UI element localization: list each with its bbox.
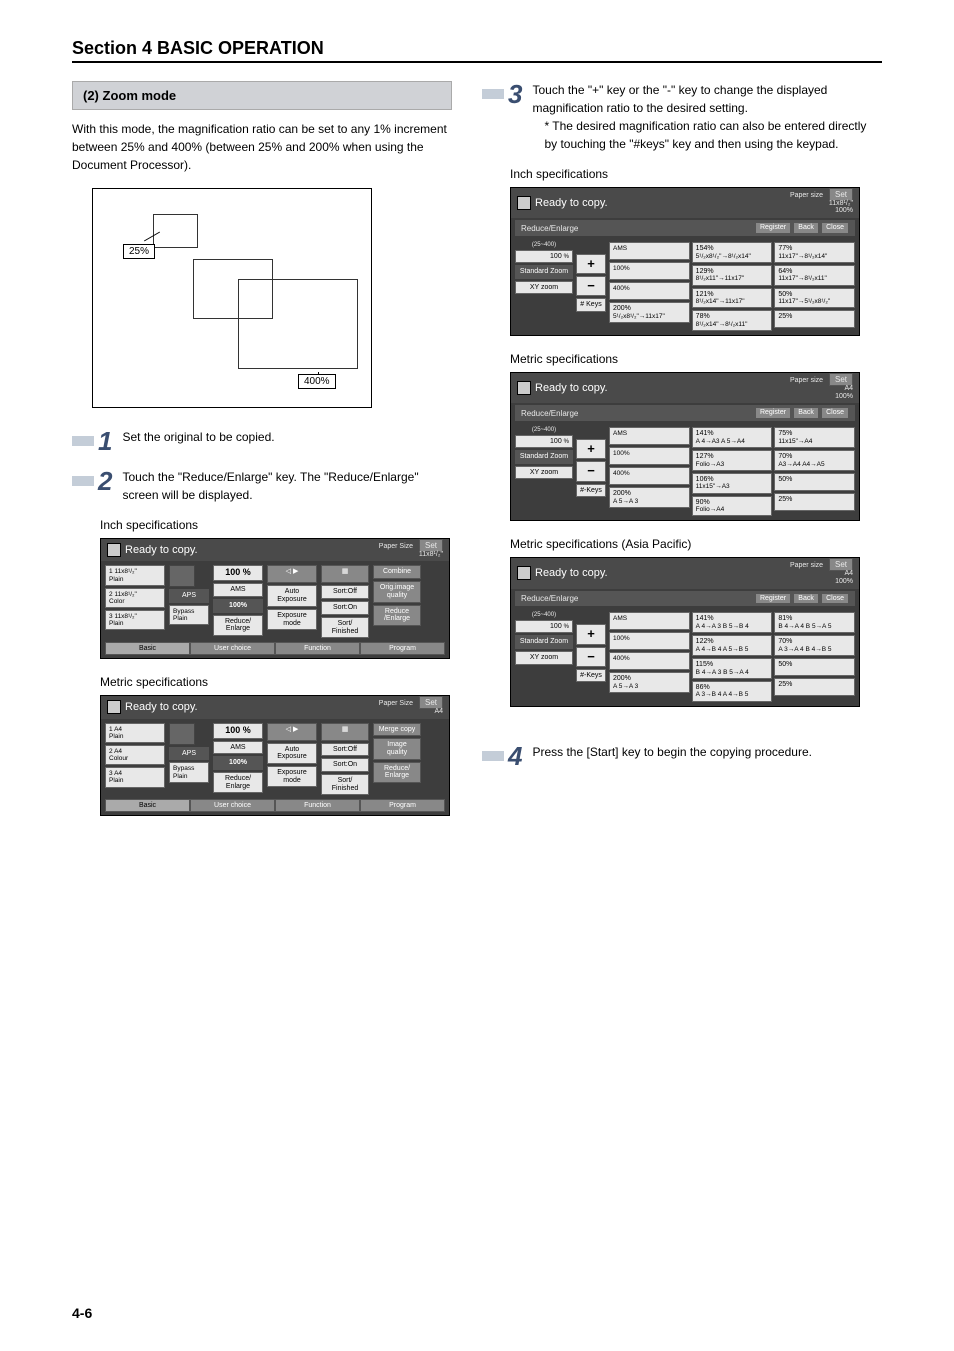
step-4-num: 4: [508, 743, 522, 769]
step-3-num: 3: [508, 81, 522, 107]
pct-display-m: 100 %: [213, 723, 263, 739]
metric-spec-label-1: Metric specifications: [100, 675, 452, 689]
reduce-enlarge-side-m[interactable]: Reduce/ Enlarge: [373, 762, 421, 783]
intro-text: With this mode, the magnification ratio …: [72, 120, 452, 174]
sort-on-button-m[interactable]: Sort:On: [321, 758, 369, 772]
step-3-text: Touch the "+" key or the "-" key to chan…: [532, 81, 882, 117]
zoom-panel-metric: Ready to copy.Paper size SetA4100%Reduce…: [510, 372, 860, 521]
zoom-diagram: 25% 400%: [92, 188, 372, 408]
reduce-enlarge-button[interactable]: Reduce/​Enlarge: [213, 615, 263, 636]
sort-off-button-m[interactable]: Sort:Off: [321, 743, 369, 757]
exposure-slider-m[interactable]: ◁ ▶: [267, 723, 317, 741]
ams-button-m[interactable]: AMS: [213, 741, 263, 755]
step-3-note: * The desired magnification ratio can al…: [532, 117, 882, 153]
page-number: 4-6: [72, 1305, 92, 1321]
auto-exposure-button[interactable]: Auto​ Exposure: [267, 585, 317, 606]
set-button-m[interactable]: Set: [419, 696, 443, 709]
preview-icon-m: [169, 723, 195, 745]
step-1-text: Set the original to be copied.: [122, 428, 452, 446]
tab-basic-m[interactable]: Basic: [105, 799, 190, 812]
100-button[interactable]: 100%: [213, 599, 263, 613]
paper-size-label-m: Paper Size: [379, 700, 413, 707]
reduce-enlarge-side-button[interactable]: Reduce /Enlarge: [373, 605, 421, 626]
tray-1[interactable]: 1 11x8¹/₂"Plain: [105, 565, 165, 585]
ams-button[interactable]: AMS: [213, 583, 263, 597]
step-2-num: 2: [98, 468, 112, 494]
tab-function[interactable]: Function: [275, 642, 360, 655]
tray-3-m[interactable]: 3 A4Plain: [105, 767, 165, 787]
doc-icon: [107, 543, 121, 557]
ready-title: Ready to copy.: [125, 544, 198, 556]
bypass-button[interactable]: Bypass Plain: [169, 605, 209, 625]
aps-button-m[interactable]: APS: [169, 747, 209, 761]
bypass-button-m[interactable]: Bypass Plain: [169, 762, 209, 782]
ready-panel-inch: Ready to copy. Paper Size Set11x8¹/₂" 1 …: [100, 538, 450, 659]
sort-finished-button-m[interactable]: Sort/​ Finished: [321, 774, 369, 795]
orig-quality-button[interactable]: Orig.image quality: [373, 581, 421, 602]
tray-2-m[interactable]: 2 A4Colour: [105, 745, 165, 765]
tab-user-m[interactable]: User choice: [190, 799, 275, 812]
tray-3[interactable]: 3 11x8¹/₂"Plain: [105, 610, 165, 630]
tab-function-m[interactable]: Function: [275, 799, 360, 812]
tray-1-m[interactable]: 1 A4Plain: [105, 723, 165, 743]
sort-on-button[interactable]: Sort:On: [321, 601, 369, 615]
tray-2[interactable]: 2 11x8¹/₂"Color: [105, 588, 165, 608]
image-quality-button[interactable]: Image quality: [373, 738, 421, 759]
ready-panel-metric: Ready to copy. Paper Size SetA4 1 A4Plai…: [100, 695, 450, 816]
auto-exposure-button-m[interactable]: Auto​ Exposure: [267, 743, 317, 764]
exposure-mode-button-m[interactable]: Exposure mode: [267, 766, 317, 787]
metric-asia-label: Metric specifications (Asia Pacific): [510, 537, 882, 551]
aps-button[interactable]: APS: [169, 589, 209, 603]
inch-spec-label-2: Inch specifications: [510, 167, 882, 181]
diagram-400-label: 400%: [298, 374, 336, 389]
pct-display: 100 %: [213, 565, 263, 581]
merge-button[interactable]: Merge copy: [373, 723, 421, 737]
step-1-num: 1: [98, 428, 112, 454]
exposure-slider[interactable]: ◁ ▶: [267, 565, 317, 583]
combine-button[interactable]: Combine: [373, 565, 421, 579]
sort-off-button[interactable]: Sort:Off: [321, 585, 369, 599]
inch-spec-label-1: Inch specifications: [100, 518, 452, 532]
tab-basic[interactable]: Basic: [105, 642, 190, 655]
diagram-25-label: 25%: [123, 244, 155, 259]
metric-spec-label-2: Metric specifications: [510, 352, 882, 366]
section-title: Section 4 BASIC OPERATION: [72, 38, 882, 63]
step-2-text: Touch the "Reduce/Enlarge" key. The "Red…: [122, 468, 452, 504]
sort-finished-button[interactable]: Sort/​ Finished: [321, 617, 369, 638]
preview-icon: [169, 565, 195, 587]
staple-icon-m: ▦: [321, 723, 369, 741]
zoom-panel-inch: Ready to copy.Paper size Set11x8¹/₂"100%…: [510, 187, 860, 336]
step-4-text: Press the [Start] key to begin the copyi…: [532, 743, 882, 761]
tab-user[interactable]: User choice: [190, 642, 275, 655]
paper-size-label: Paper Size: [379, 543, 413, 550]
tab-program-m[interactable]: Program: [360, 799, 445, 812]
100-button-m[interactable]: 100%: [213, 756, 263, 770]
tab-program[interactable]: Program: [360, 642, 445, 655]
doc-icon: [107, 700, 121, 714]
zoom-panel-asia: Ready to copy.Paper size SetA4100%Reduce…: [510, 557, 860, 706]
staple-icon: ▦: [321, 565, 369, 583]
exposure-mode-button[interactable]: Exposure mode: [267, 609, 317, 630]
zoom-mode-header: (2) Zoom mode: [72, 81, 452, 110]
ready-title-m: Ready to copy.: [125, 701, 198, 713]
reduce-enlarge-button-m[interactable]: Reduce/ Enlarge: [213, 772, 263, 793]
